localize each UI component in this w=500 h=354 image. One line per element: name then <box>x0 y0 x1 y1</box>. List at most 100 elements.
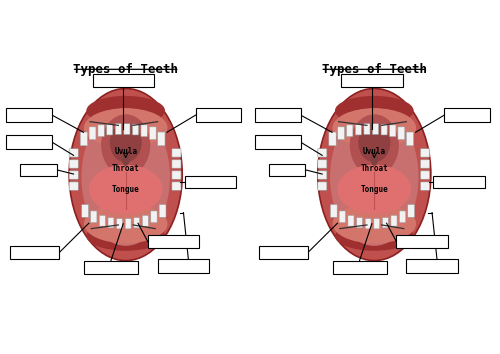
Ellipse shape <box>86 221 165 251</box>
Ellipse shape <box>358 123 390 162</box>
Text: Throat: Throat <box>360 164 388 173</box>
FancyBboxPatch shape <box>356 218 362 228</box>
Ellipse shape <box>330 108 418 246</box>
Ellipse shape <box>335 221 413 251</box>
Ellipse shape <box>332 108 416 148</box>
FancyBboxPatch shape <box>391 215 397 226</box>
FancyBboxPatch shape <box>330 205 337 217</box>
Ellipse shape <box>350 114 399 176</box>
Text: Tongue: Tongue <box>360 185 388 194</box>
FancyBboxPatch shape <box>318 171 327 179</box>
FancyBboxPatch shape <box>132 124 138 135</box>
Ellipse shape <box>338 165 411 214</box>
Text: Types of Teeth: Types of Teeth <box>73 63 178 76</box>
FancyBboxPatch shape <box>172 149 181 157</box>
FancyBboxPatch shape <box>255 135 300 149</box>
FancyBboxPatch shape <box>172 171 181 179</box>
FancyBboxPatch shape <box>90 211 97 223</box>
FancyBboxPatch shape <box>141 125 148 137</box>
Ellipse shape <box>84 108 168 148</box>
Ellipse shape <box>121 170 160 201</box>
FancyBboxPatch shape <box>100 215 105 226</box>
FancyBboxPatch shape <box>318 160 327 168</box>
FancyBboxPatch shape <box>346 125 353 137</box>
FancyBboxPatch shape <box>406 132 414 146</box>
FancyBboxPatch shape <box>268 164 306 176</box>
Ellipse shape <box>101 114 150 176</box>
FancyBboxPatch shape <box>259 246 308 259</box>
Ellipse shape <box>122 154 130 166</box>
FancyBboxPatch shape <box>390 125 396 137</box>
FancyBboxPatch shape <box>80 132 88 146</box>
FancyBboxPatch shape <box>134 218 140 228</box>
FancyBboxPatch shape <box>318 182 327 190</box>
FancyBboxPatch shape <box>69 149 78 157</box>
FancyBboxPatch shape <box>158 259 210 273</box>
FancyBboxPatch shape <box>184 176 236 188</box>
FancyBboxPatch shape <box>381 124 387 135</box>
FancyBboxPatch shape <box>125 218 131 229</box>
FancyBboxPatch shape <box>356 124 362 135</box>
FancyBboxPatch shape <box>172 160 181 168</box>
Ellipse shape <box>92 170 130 201</box>
FancyBboxPatch shape <box>338 127 344 139</box>
FancyBboxPatch shape <box>142 215 148 226</box>
FancyBboxPatch shape <box>339 211 345 223</box>
FancyBboxPatch shape <box>116 218 122 229</box>
FancyBboxPatch shape <box>6 135 52 149</box>
FancyBboxPatch shape <box>434 176 485 188</box>
FancyBboxPatch shape <box>151 211 157 223</box>
FancyBboxPatch shape <box>408 205 414 217</box>
FancyBboxPatch shape <box>69 160 78 168</box>
FancyBboxPatch shape <box>420 149 430 157</box>
Text: Throat: Throat <box>112 164 140 173</box>
Ellipse shape <box>84 204 168 244</box>
FancyBboxPatch shape <box>82 205 88 217</box>
Ellipse shape <box>340 170 379 201</box>
FancyBboxPatch shape <box>382 218 388 228</box>
FancyBboxPatch shape <box>372 124 378 135</box>
FancyBboxPatch shape <box>10 246 59 259</box>
FancyBboxPatch shape <box>148 235 200 248</box>
FancyBboxPatch shape <box>6 108 52 122</box>
FancyBboxPatch shape <box>406 259 458 273</box>
FancyBboxPatch shape <box>396 235 448 248</box>
Ellipse shape <box>335 96 413 125</box>
Ellipse shape <box>69 88 182 261</box>
Ellipse shape <box>332 204 416 244</box>
FancyBboxPatch shape <box>400 211 406 223</box>
FancyBboxPatch shape <box>84 261 138 274</box>
Text: Types of Teeth: Types of Teeth <box>322 63 427 76</box>
FancyBboxPatch shape <box>159 205 166 217</box>
FancyBboxPatch shape <box>364 124 370 135</box>
FancyBboxPatch shape <box>20 164 57 176</box>
Text: Tongue: Tongue <box>112 185 140 194</box>
FancyBboxPatch shape <box>69 182 78 190</box>
FancyBboxPatch shape <box>98 125 104 137</box>
FancyBboxPatch shape <box>318 149 327 157</box>
FancyBboxPatch shape <box>196 108 241 122</box>
FancyBboxPatch shape <box>124 124 130 135</box>
FancyBboxPatch shape <box>420 160 430 168</box>
Ellipse shape <box>86 96 165 125</box>
FancyBboxPatch shape <box>92 74 154 87</box>
Ellipse shape <box>89 165 162 214</box>
FancyBboxPatch shape <box>172 182 181 190</box>
FancyBboxPatch shape <box>255 108 300 122</box>
Ellipse shape <box>370 170 408 201</box>
FancyBboxPatch shape <box>398 127 405 139</box>
FancyBboxPatch shape <box>374 218 380 229</box>
FancyBboxPatch shape <box>108 218 114 228</box>
FancyBboxPatch shape <box>89 127 96 139</box>
Ellipse shape <box>370 154 378 166</box>
FancyBboxPatch shape <box>329 132 336 146</box>
FancyBboxPatch shape <box>150 127 156 139</box>
FancyBboxPatch shape <box>348 215 354 226</box>
Ellipse shape <box>82 108 170 246</box>
FancyBboxPatch shape <box>444 108 490 122</box>
FancyBboxPatch shape <box>69 171 78 179</box>
Ellipse shape <box>110 123 142 162</box>
FancyBboxPatch shape <box>420 171 430 179</box>
FancyBboxPatch shape <box>158 132 165 146</box>
Text: Uvula: Uvula <box>362 147 386 156</box>
